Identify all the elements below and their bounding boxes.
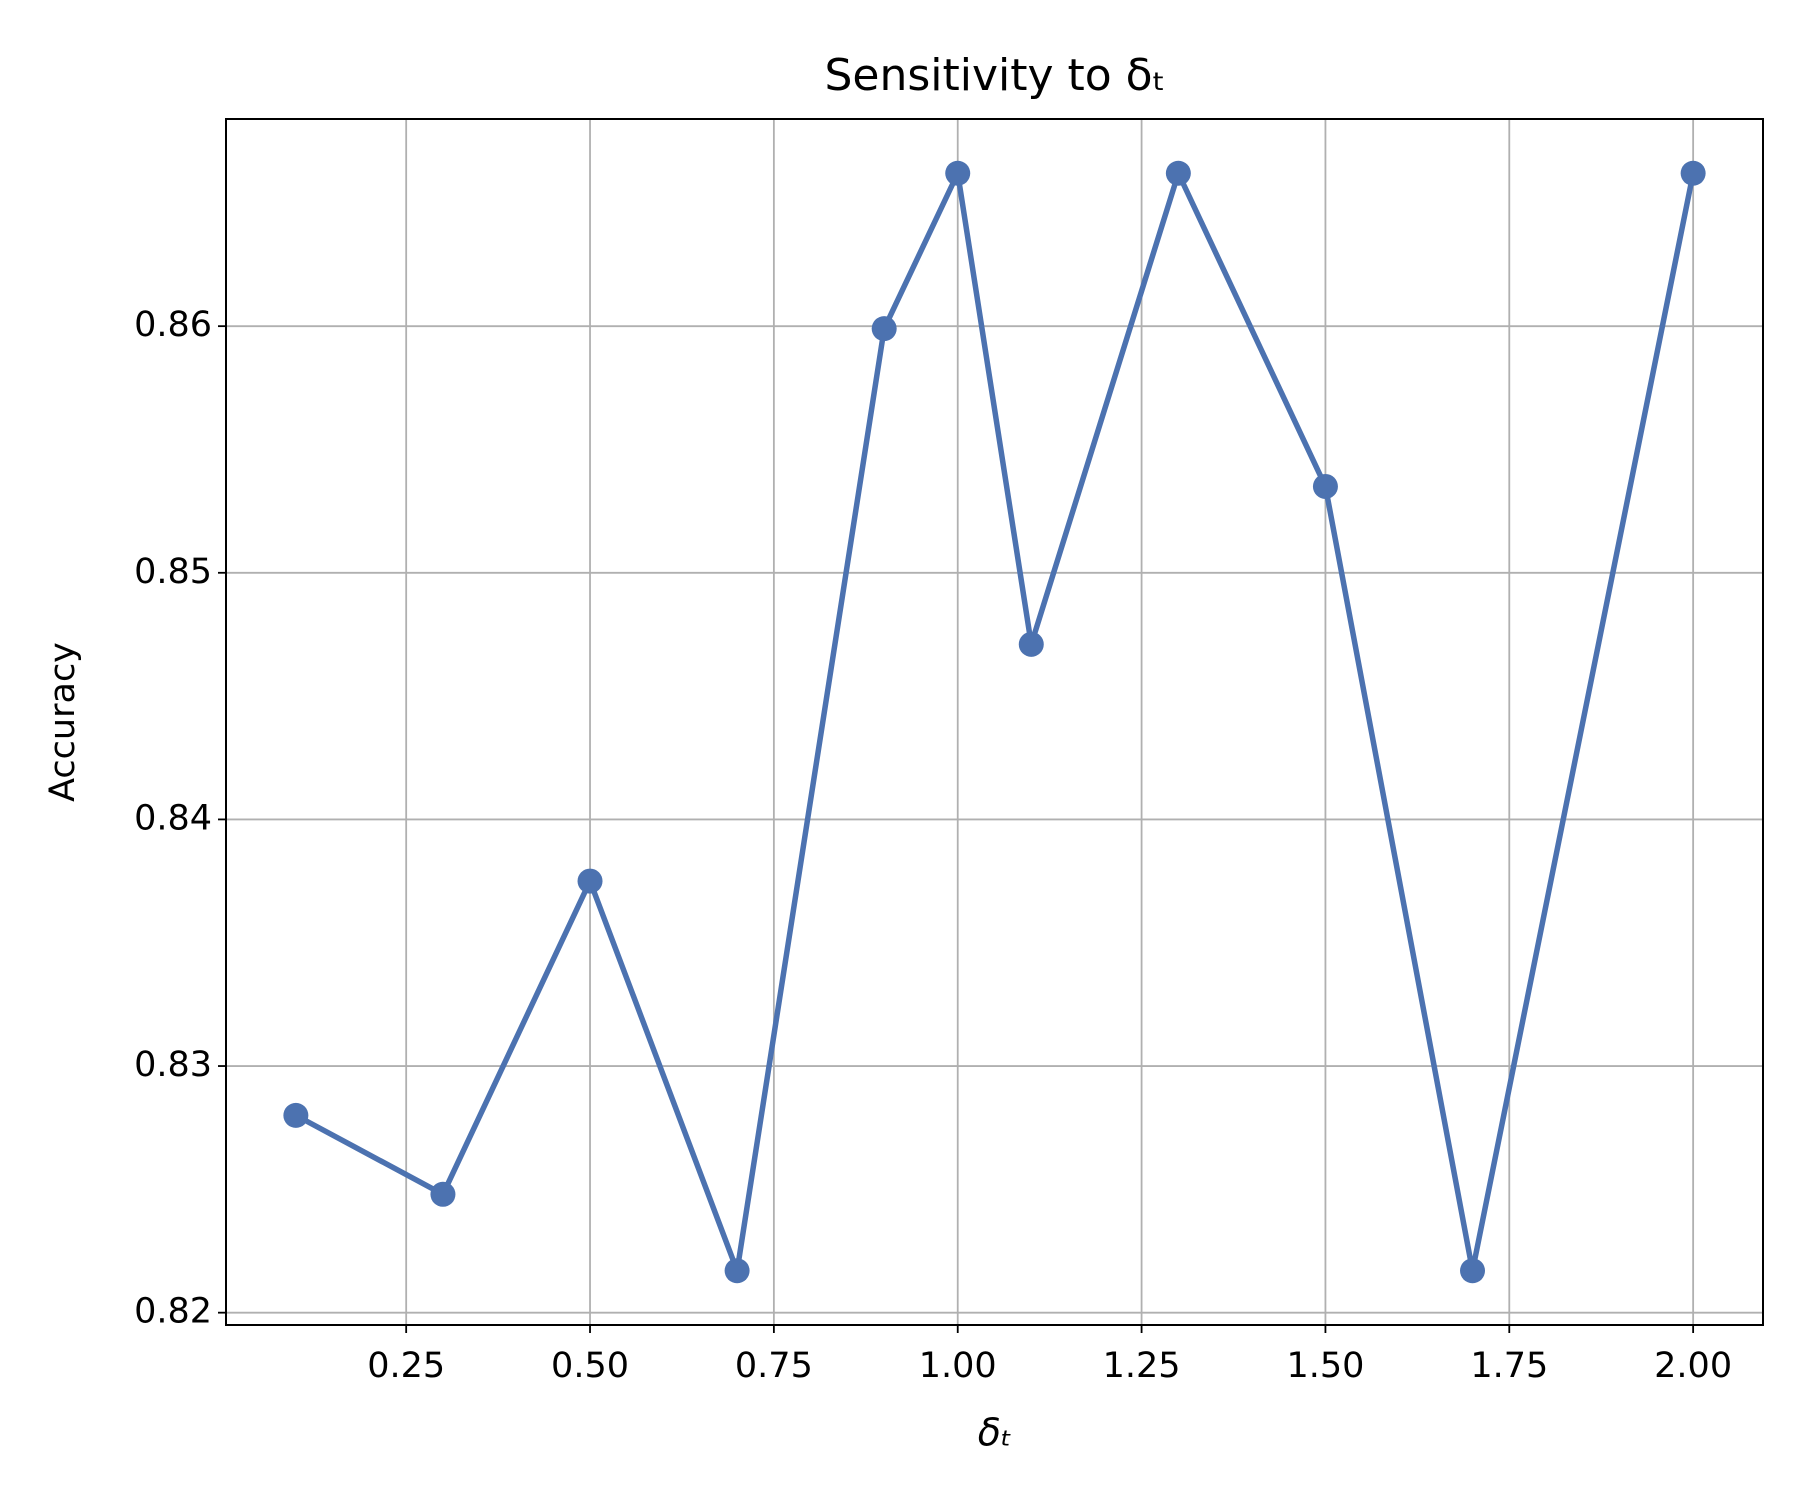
- data-point: [1680, 160, 1706, 186]
- x-tick-label: 1.50: [1286, 1346, 1364, 1386]
- x-tick-label: 1.75: [1470, 1346, 1548, 1386]
- y-tick-label: 0.84: [134, 798, 212, 838]
- x-tick-label: 1.00: [919, 1346, 997, 1386]
- data-point: [945, 160, 971, 186]
- plot-frame: [225, 118, 1764, 1326]
- y-tick-label: 0.86: [134, 305, 212, 345]
- data-point: [871, 316, 897, 342]
- y-axis-label: Accuracy: [43, 642, 83, 802]
- x-tick-label: 2.00: [1654, 1346, 1732, 1386]
- data-point: [1165, 160, 1191, 186]
- y-tick-label: 0.83: [134, 1045, 212, 1085]
- data-point: [724, 1258, 750, 1284]
- x-axis-label: δₜ: [978, 1411, 1012, 1455]
- x-tick-label: 0.50: [551, 1346, 629, 1386]
- x-tick-label: 1.25: [1103, 1346, 1181, 1386]
- data-point: [1312, 473, 1338, 499]
- chart-title: Sensitivity to δₜ: [824, 50, 1165, 101]
- y-tick-label: 0.82: [134, 1292, 212, 1332]
- x-tick-label: 0.25: [367, 1346, 445, 1386]
- x-tick-label: 0.75: [735, 1346, 813, 1386]
- y-tick-label: 0.85: [134, 552, 212, 592]
- data-point: [577, 868, 603, 894]
- data-point: [283, 1102, 309, 1128]
- data-point: [430, 1181, 456, 1207]
- data-point: [1018, 631, 1044, 657]
- data-point: [1460, 1258, 1486, 1284]
